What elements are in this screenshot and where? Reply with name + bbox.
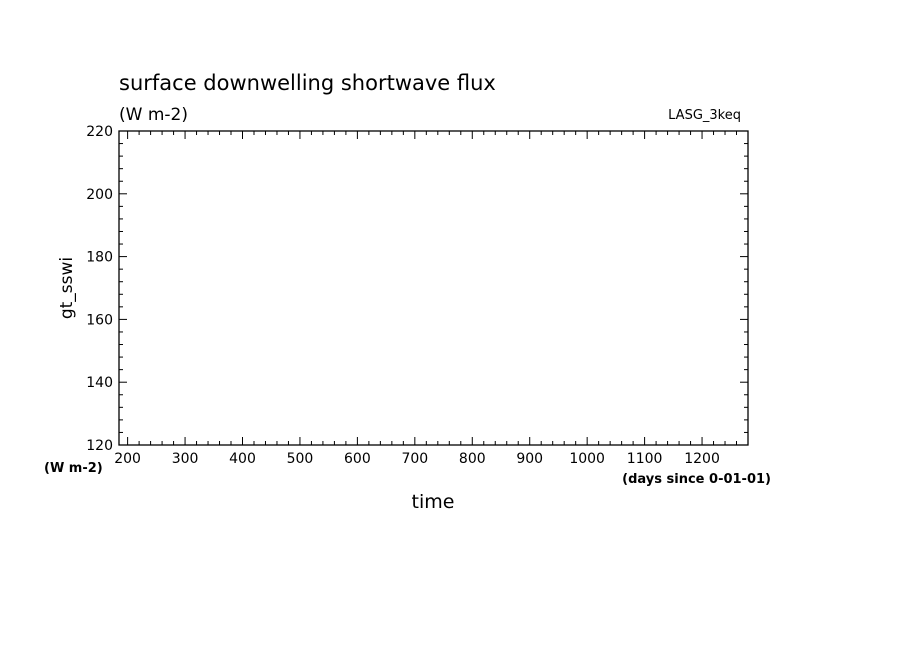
y-units-label: (W m-2) (44, 461, 103, 476)
x-tick-labels: 200 300 400 500 600 700 800 900 1000 1100 1200 (114, 451, 720, 467)
run-label: LASG_3keq (668, 108, 741, 123)
y-tick-labels: 120 140 160 180 200 220 (86, 124, 113, 454)
y-axis-label: gt_sswi (57, 257, 77, 319)
y-tick-label: 160 (86, 312, 113, 328)
x-tick-label: 800 (459, 451, 486, 467)
y-tick-label: 220 (86, 124, 113, 140)
axis-ticks (119, 130, 749, 446)
x-tick-label: 1200 (684, 451, 720, 467)
plot-frame (118, 130, 749, 446)
x-tick-label: 700 (401, 451, 428, 467)
x-axis-label: time (412, 491, 455, 513)
x-tick-label: 200 (114, 451, 141, 467)
y-tick-label: 200 (86, 187, 113, 203)
y-tick-label: 140 (86, 375, 113, 391)
chart-units-label: (W m-2) (119, 105, 188, 125)
x-tick-label: 300 (172, 451, 199, 467)
x-tick-label: 600 (344, 451, 371, 467)
y-tick-label: 180 (86, 250, 113, 266)
chart-title: surface downwelling shortwave flux (119, 71, 496, 95)
x-units-label: (days since 0-01-01) (622, 472, 771, 487)
x-tick-label: 500 (287, 451, 314, 467)
y-tick-label: 120 (86, 438, 113, 454)
x-tick-label: 400 (229, 451, 256, 467)
x-tick-label: 900 (516, 451, 543, 467)
x-tick-label: 1000 (569, 451, 605, 467)
x-tick-label: 1100 (627, 451, 663, 467)
